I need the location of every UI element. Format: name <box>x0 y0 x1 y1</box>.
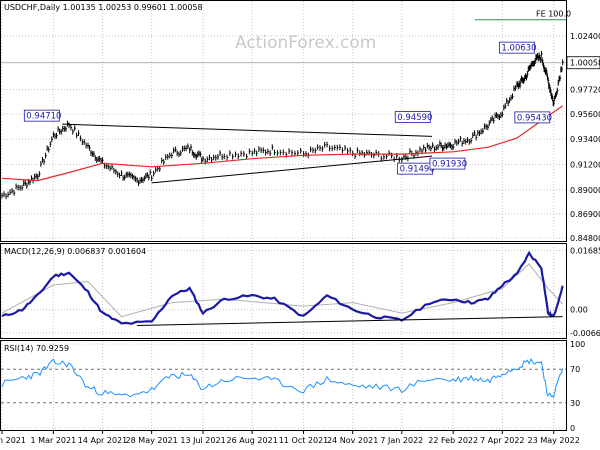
y-tick-label: 0 <box>570 424 575 433</box>
y-tick-label: 70 <box>570 365 580 374</box>
price-annotation-label: 0.91490 <box>400 165 435 175</box>
y-axis-ticks: 1.02400 1.00058 0.97720 0.95600 0.93400 0.912… <box>566 32 600 433</box>
price-annotation-label: 0.95430 <box>517 113 552 123</box>
y-tick-label: 0.84800 <box>570 234 600 243</box>
price-annotation-label: 0.94590 <box>397 113 432 123</box>
price-annotation-label: 1.00630 <box>501 44 536 54</box>
price-annotation-box <box>23 109 60 122</box>
x-tick-label: 28 May 2021 <box>126 436 178 445</box>
x-tick-label: 26 Aug 2021 <box>227 436 278 445</box>
y-tick-label: 0.97720 <box>570 86 600 95</box>
price-annotation-box <box>499 41 535 54</box>
moving-average-line <box>1 105 563 182</box>
last-price-box <box>566 56 600 70</box>
macd-trendline <box>137 316 563 326</box>
price-annotation-box <box>394 111 431 123</box>
x-tick-label: 13 Jul 2021 <box>180 436 225 445</box>
y-tick-label: 0.00 <box>570 306 588 315</box>
price-annotation-label: 0.91930 <box>432 160 467 170</box>
rsi-line <box>1 357 564 399</box>
macd-signal-line <box>1 263 563 318</box>
price-panel-title: USDCHF,Daily 1.00135 1.00253 0.99601 1.0… <box>4 3 203 12</box>
trendline <box>151 155 433 184</box>
x-tick-label: 24 Nov 2021 <box>327 436 378 445</box>
price-series <box>1 50 564 200</box>
price-panel-frame <box>0 0 567 242</box>
price-annotation-box <box>429 157 466 170</box>
macd-panel-frame <box>0 243 567 339</box>
x-tick-label: 1 Mar 2021 <box>31 436 77 445</box>
y-tick-label: 0.91200 <box>570 160 600 169</box>
y-tick-label: 0.016856 <box>570 246 600 255</box>
macd-line <box>1 250 564 325</box>
rsi-series <box>1 357 564 399</box>
x-tick-label: 7 Apr 2022 <box>480 436 524 445</box>
y-tick-label: 100 <box>570 340 585 349</box>
y-tick-label: 0.86900 <box>570 210 600 219</box>
y-tick-label: 0.95600 <box>570 110 600 119</box>
last-price-label: 1.00058 <box>570 59 600 68</box>
macd-panel-title: MACD(12,26,9) 0.006837 0.001604 <box>4 247 146 256</box>
x-tick-label: 7 Jan 2022 <box>380 436 423 445</box>
y-tick-label: -0.006629 <box>570 329 600 338</box>
x-tick-label: 14 Jan 2021 <box>0 436 26 445</box>
price-annotation-label: 0.94710 <box>26 112 61 122</box>
y-tick-label: 30 <box>570 399 580 408</box>
price-annotation-box <box>514 111 551 124</box>
watermark: ActionForex.com <box>235 33 376 53</box>
x-tick-label: 23 May 2022 <box>528 436 580 445</box>
rsi-panel-frame <box>0 340 567 431</box>
gridlines: FE 100.0 <box>1 1 571 430</box>
macd-series <box>1 250 564 326</box>
fe-label: FE 100.0 <box>536 10 571 19</box>
x-tick-label: 11 Oct 2021 <box>279 436 328 445</box>
x-tick-label: 22 Feb 2022 <box>428 436 478 445</box>
rsi-panel-title: RSI(14) 70.9259 <box>4 344 69 353</box>
trendline <box>62 123 432 137</box>
x-tick-label: 14 Apr 2021 <box>78 436 127 445</box>
y-tick-label: 0.89000 <box>570 186 600 195</box>
y-tick-label: 0.93400 <box>570 135 600 144</box>
y-tick-label: 1.02400 <box>570 32 600 41</box>
